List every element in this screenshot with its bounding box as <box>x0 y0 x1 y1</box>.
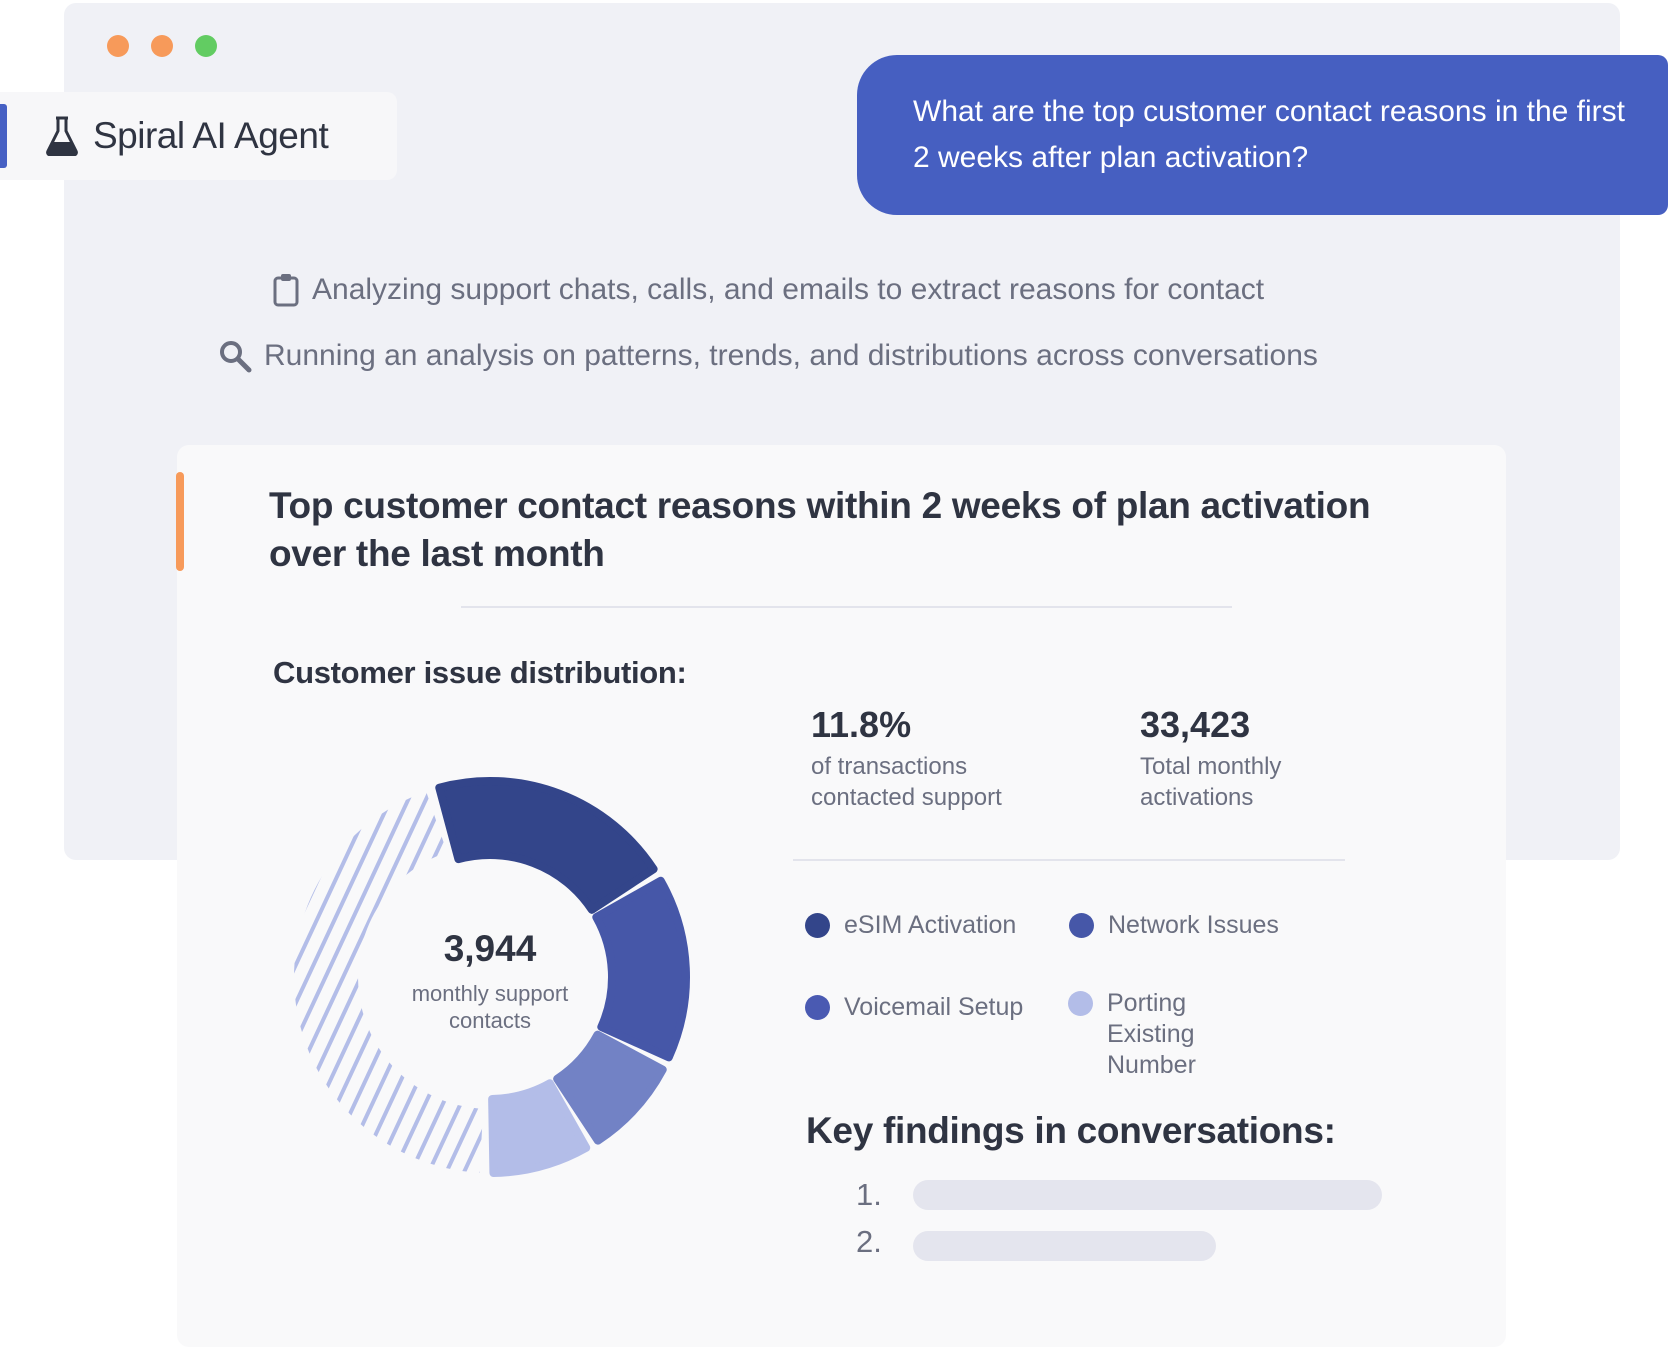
distribution-heading: Customer issue distribution: <box>273 655 687 690</box>
analysis-step: Analyzing support chats, calls, and emai… <box>272 273 1264 307</box>
window-minimize-button[interactable] <box>151 35 173 57</box>
finding-number: 2. <box>856 1224 882 1259</box>
legend-item: Network Issues <box>1069 910 1279 941</box>
legend-label: Voicemail Setup <box>844 993 1024 1021</box>
agent-accent-bar <box>0 104 7 168</box>
agent-header: Spiral AI Agent <box>0 92 397 180</box>
clipboard-icon <box>273 274 299 307</box>
stat-activations: 33,423 Total monthly activations <box>1140 703 1330 813</box>
stat-value: 11.8% <box>811 704 912 745</box>
user-question-bubble: What are the top customer contact reason… <box>857 55 1668 215</box>
donut-center-value: 3,944 <box>443 928 537 969</box>
legend-label: Porting Existing Number <box>1107 989 1196 1079</box>
donut-segment-network-issues <box>592 876 690 1062</box>
step-text: Analyzing support chats, calls, and emai… <box>312 273 1265 306</box>
legend-label: Network Issues <box>1108 911 1279 939</box>
finding-number: 1. <box>856 1177 882 1212</box>
window-maximize-button[interactable] <box>195 35 217 57</box>
stat-label: Total monthly activations <box>1140 753 1282 811</box>
legend-dot <box>1068 991 1093 1016</box>
agent-name: Spiral AI Agent <box>93 115 329 156</box>
window-close-button[interactable] <box>107 35 129 57</box>
search-icon <box>220 341 252 373</box>
stat-value: 33,423 <box>1140 704 1251 745</box>
divider <box>461 606 1232 608</box>
finding-placeholder-bar <box>913 1231 1216 1261</box>
legend-dot <box>1069 913 1094 938</box>
donut-segment-porting-existing-number <box>488 1079 591 1177</box>
donut-segment-voicemail-setup <box>553 1030 667 1145</box>
donut-chart <box>294 777 690 1177</box>
user-question-text: What are the top customer contact reason… <box>913 95 1626 174</box>
flask-icon <box>46 116 78 156</box>
key-findings-heading: Key findings in conversations: <box>806 1110 1336 1151</box>
analysis-step: Running an analysis on patterns, trends,… <box>218 339 1318 373</box>
divider <box>793 859 1345 861</box>
card-title: Top customer contact reasons within 2 we… <box>269 485 1371 574</box>
legend-dot <box>805 995 830 1020</box>
legend-dot <box>805 913 830 938</box>
card-accent-bar <box>176 472 184 571</box>
legend-label: eSIM Activation <box>844 911 1017 939</box>
stat-label: of transactions contacted support <box>811 753 1002 811</box>
donut-segment-esim-activation <box>435 777 658 914</box>
legend-item: eSIM Activation <box>805 910 1016 941</box>
finding-placeholder-bar <box>913 1180 1382 1210</box>
donut-center-label: monthly support contacts <box>411 981 569 1033</box>
legend-item: Porting Existing Number <box>1068 988 1268 1081</box>
donut-segment-other <box>294 791 484 1173</box>
stat-contact-rate: 11.8% of transactions contacted support <box>811 703 1061 813</box>
step-text: Running an analysis on patterns, trends,… <box>264 339 1318 372</box>
legend-item: Voicemail Setup <box>805 992 1023 1023</box>
